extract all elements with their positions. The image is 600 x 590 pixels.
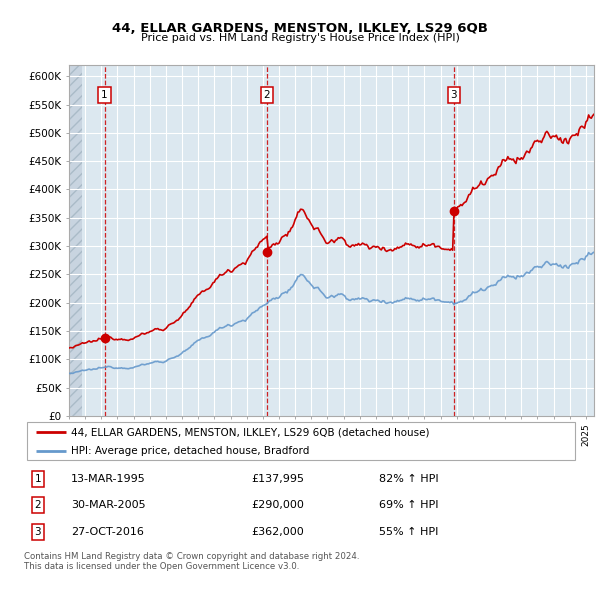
Text: 3: 3	[35, 527, 41, 537]
Text: 1: 1	[101, 90, 108, 100]
Text: 3: 3	[451, 90, 457, 100]
Text: £362,000: £362,000	[251, 527, 304, 537]
Text: £137,995: £137,995	[251, 474, 305, 484]
Text: Price paid vs. HM Land Registry's House Price Index (HPI): Price paid vs. HM Land Registry's House …	[140, 33, 460, 43]
Text: 69% ↑ HPI: 69% ↑ HPI	[379, 500, 439, 510]
Text: 2: 2	[263, 90, 270, 100]
Text: Contains HM Land Registry data © Crown copyright and database right 2024.: Contains HM Land Registry data © Crown c…	[24, 552, 359, 561]
Bar	[69, 65, 82, 416]
Text: 1: 1	[35, 474, 41, 484]
Text: 55% ↑ HPI: 55% ↑ HPI	[379, 527, 439, 537]
Text: 44, ELLAR GARDENS, MENSTON, ILKLEY, LS29 6QB: 44, ELLAR GARDENS, MENSTON, ILKLEY, LS29…	[112, 22, 488, 35]
Text: 82% ↑ HPI: 82% ↑ HPI	[379, 474, 439, 484]
Text: 13-MAR-1995: 13-MAR-1995	[71, 474, 146, 484]
Text: £290,000: £290,000	[251, 500, 304, 510]
Text: 27-OCT-2016: 27-OCT-2016	[71, 527, 144, 537]
Text: 44, ELLAR GARDENS, MENSTON, ILKLEY, LS29 6QB (detached house): 44, ELLAR GARDENS, MENSTON, ILKLEY, LS29…	[71, 428, 430, 438]
Text: HPI: Average price, detached house, Bradford: HPI: Average price, detached house, Brad…	[71, 446, 310, 456]
Bar	[69, 65, 82, 416]
FancyBboxPatch shape	[27, 422, 575, 460]
Text: 2: 2	[35, 500, 41, 510]
Text: This data is licensed under the Open Government Licence v3.0.: This data is licensed under the Open Gov…	[24, 562, 299, 571]
Text: 30-MAR-2005: 30-MAR-2005	[71, 500, 146, 510]
